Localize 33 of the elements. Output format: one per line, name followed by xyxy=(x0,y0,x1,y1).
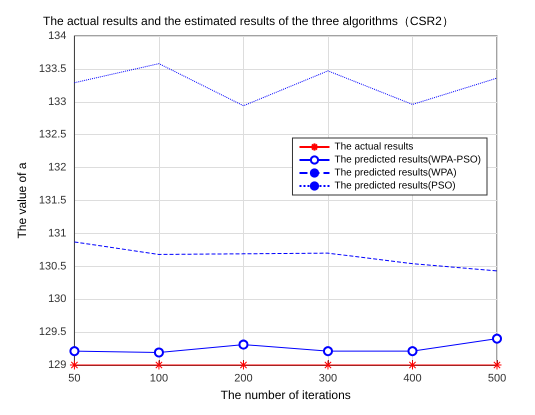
y-tick-label: 129 xyxy=(48,359,66,371)
point xyxy=(69,346,80,356)
x-axis-title: The number of iterations xyxy=(220,388,351,402)
y-tick-label: 130.5 xyxy=(38,260,66,272)
point xyxy=(322,346,333,356)
x-tick-label: 400 xyxy=(403,372,422,384)
x-tick-label: 50 xyxy=(68,372,81,384)
line-series xyxy=(74,241,498,272)
y-tick-label: 133.5 xyxy=(38,62,66,75)
point xyxy=(238,340,248,350)
line-series xyxy=(74,63,498,106)
point xyxy=(154,348,164,358)
y-tick-label: 131 xyxy=(48,227,66,240)
legend-label: The predicted results(PSO) xyxy=(334,180,456,192)
x-tick-label: 200 xyxy=(234,372,253,384)
y-tick-label: 133 xyxy=(48,96,66,108)
x-tick-label: 300 xyxy=(318,372,338,384)
y-axis-title: The value of a xyxy=(15,162,29,239)
chart-title: The actual results and the estimated results of the three algorithms（CSR2） xyxy=(43,14,454,28)
y-tick-label: 130 xyxy=(48,293,66,306)
legend-label: The predicted results(WPA) xyxy=(334,168,457,178)
point xyxy=(69,360,80,370)
legend-label: The predicted results(WPA-PSO) xyxy=(334,154,482,166)
point xyxy=(492,334,502,344)
x-tick-label: 500 xyxy=(488,372,506,384)
x-tick-label: 100 xyxy=(150,372,168,384)
legend-label: The actual results xyxy=(334,142,414,152)
y-tick-label: 132 xyxy=(48,162,66,174)
y-tick-label: 134 xyxy=(48,30,66,42)
y-tick-label: 129.5 xyxy=(38,326,66,338)
y-tick-label: 131.5 xyxy=(38,194,66,206)
y-tick-label: 132.5 xyxy=(38,128,66,141)
point xyxy=(407,346,418,356)
